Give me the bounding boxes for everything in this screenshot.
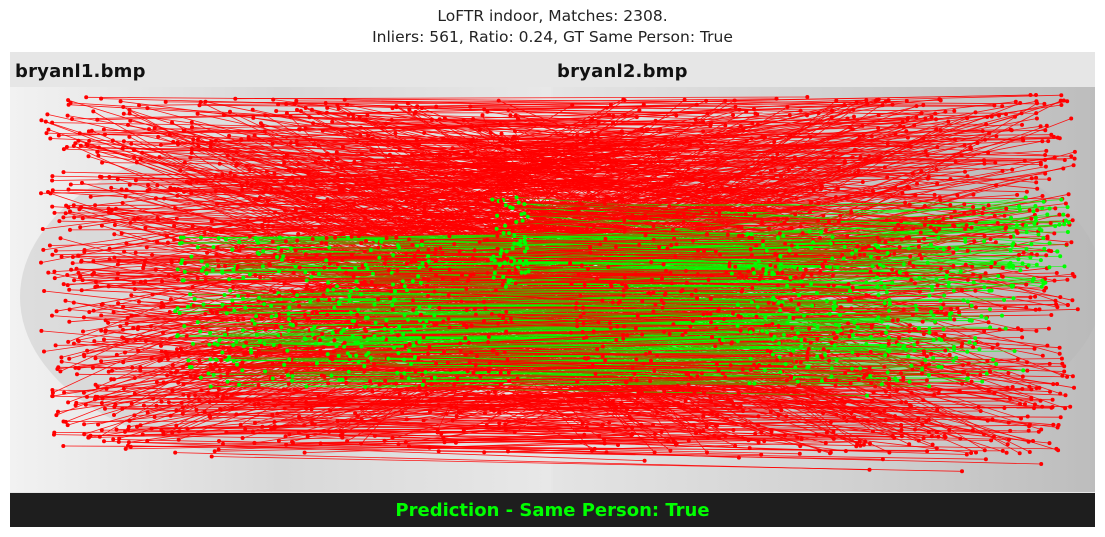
match-figure: bryanl1.bmp bryanl2.bmp	[10, 52, 1095, 527]
match-lines	[40, 94, 1078, 472]
title-line-2: Inliers: 561, Ratio: 0.24, GT Same Perso…	[372, 28, 733, 46]
prediction-bar: Prediction - Same Person: True	[10, 493, 1095, 527]
keypoints	[39, 93, 1080, 474]
figure-title: LoFTR indoor, Matches: 2308. Inliers: 56…	[0, 6, 1105, 48]
left-image-label: bryanl1.bmp	[15, 61, 146, 82]
image-pair	[10, 87, 1095, 492]
prediction-text: Prediction - Same Person: True	[395, 499, 710, 521]
right-image-label: bryanl2.bmp	[557, 61, 688, 82]
match-lines-overlay	[10, 87, 1095, 492]
title-line-1: LoFTR indoor, Matches: 2308.	[437, 7, 668, 25]
